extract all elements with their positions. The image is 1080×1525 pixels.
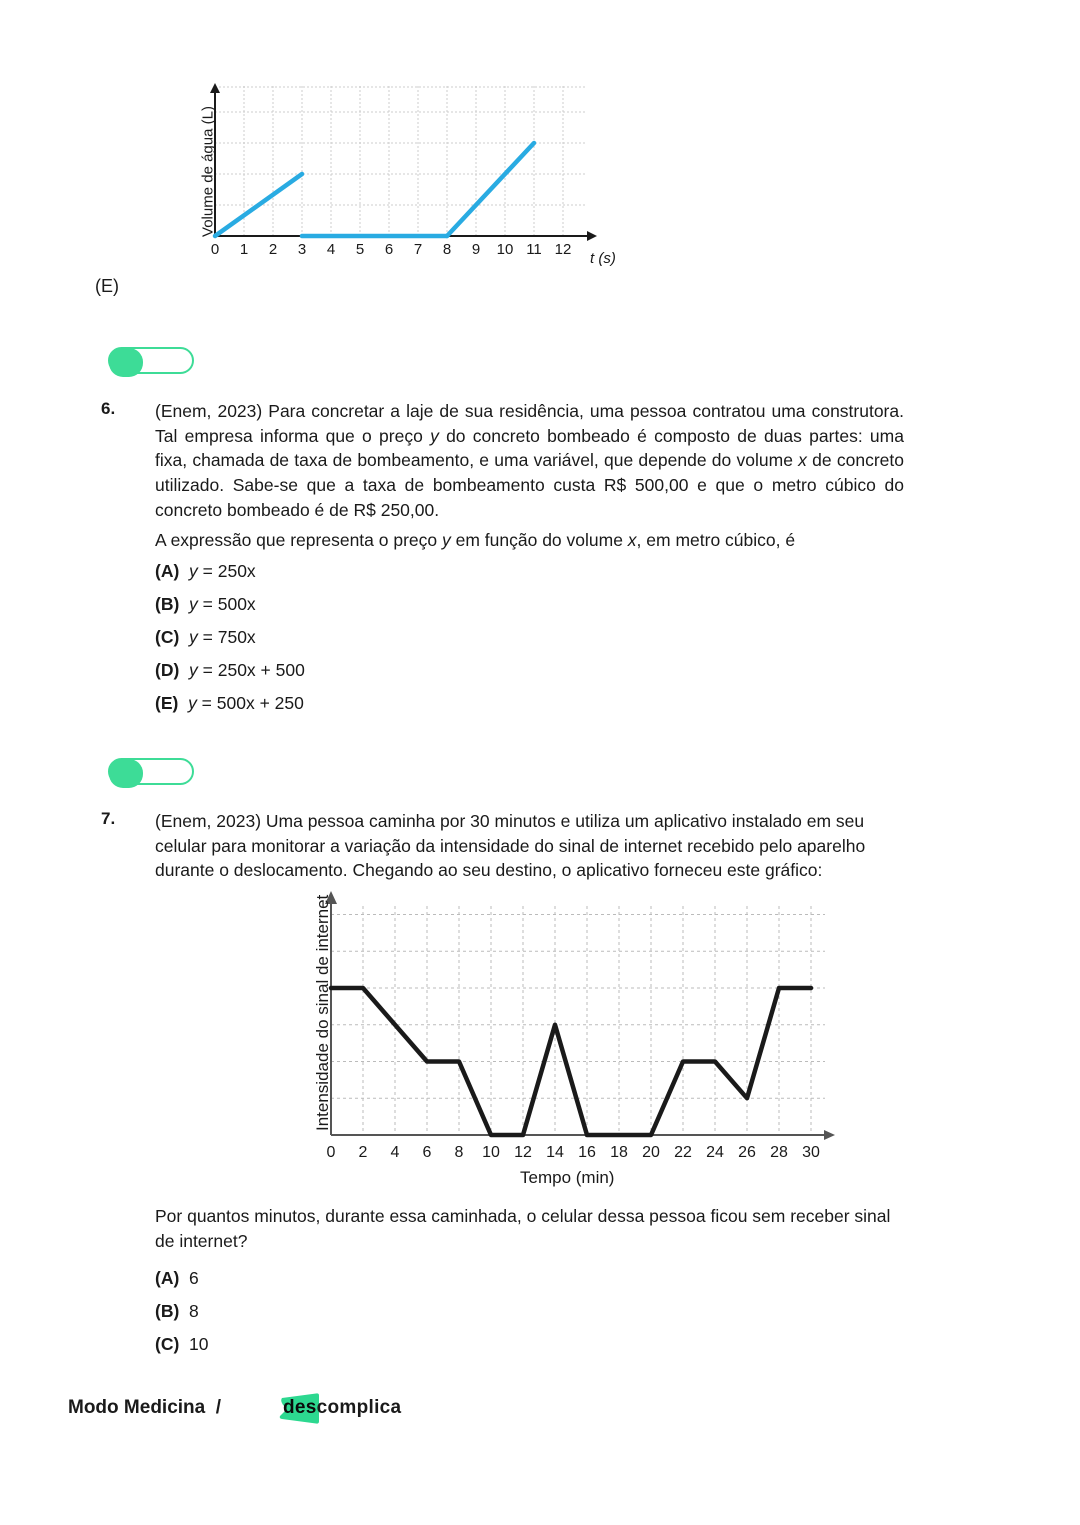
svg-text:22: 22 <box>674 1144 692 1161</box>
svg-text:6: 6 <box>385 241 393 258</box>
svg-text:10: 10 <box>482 1144 500 1161</box>
svg-text:8: 8 <box>443 241 451 258</box>
svg-text:7: 7 <box>414 241 422 258</box>
svg-text:4: 4 <box>391 1144 400 1161</box>
svg-text:6: 6 <box>423 1144 432 1161</box>
svg-text:24: 24 <box>706 1144 724 1161</box>
svg-text:t (s): t (s) <box>590 250 616 267</box>
svg-text:12: 12 <box>514 1144 532 1161</box>
svg-text:1: 1 <box>240 241 248 258</box>
svg-text:3: 3 <box>298 241 306 258</box>
svg-text:30: 30 <box>802 1144 820 1161</box>
svg-text:2: 2 <box>269 241 277 258</box>
svg-text:5: 5 <box>356 241 364 258</box>
svg-text:26: 26 <box>738 1144 756 1161</box>
svg-text:11: 11 <box>526 241 542 258</box>
svg-text:0: 0 <box>327 1144 336 1161</box>
svg-text:12: 12 <box>555 241 572 258</box>
svg-text:10: 10 <box>497 241 514 258</box>
svg-text:4: 4 <box>327 241 335 258</box>
svg-text:2: 2 <box>359 1144 368 1161</box>
svg-text:14: 14 <box>546 1144 564 1161</box>
svg-text:18: 18 <box>610 1144 628 1161</box>
svg-text:28: 28 <box>770 1144 788 1161</box>
svg-text:16: 16 <box>578 1144 596 1161</box>
svg-text:20: 20 <box>642 1144 660 1161</box>
svg-text:8: 8 <box>455 1144 464 1161</box>
svg-text:9: 9 <box>472 241 480 258</box>
